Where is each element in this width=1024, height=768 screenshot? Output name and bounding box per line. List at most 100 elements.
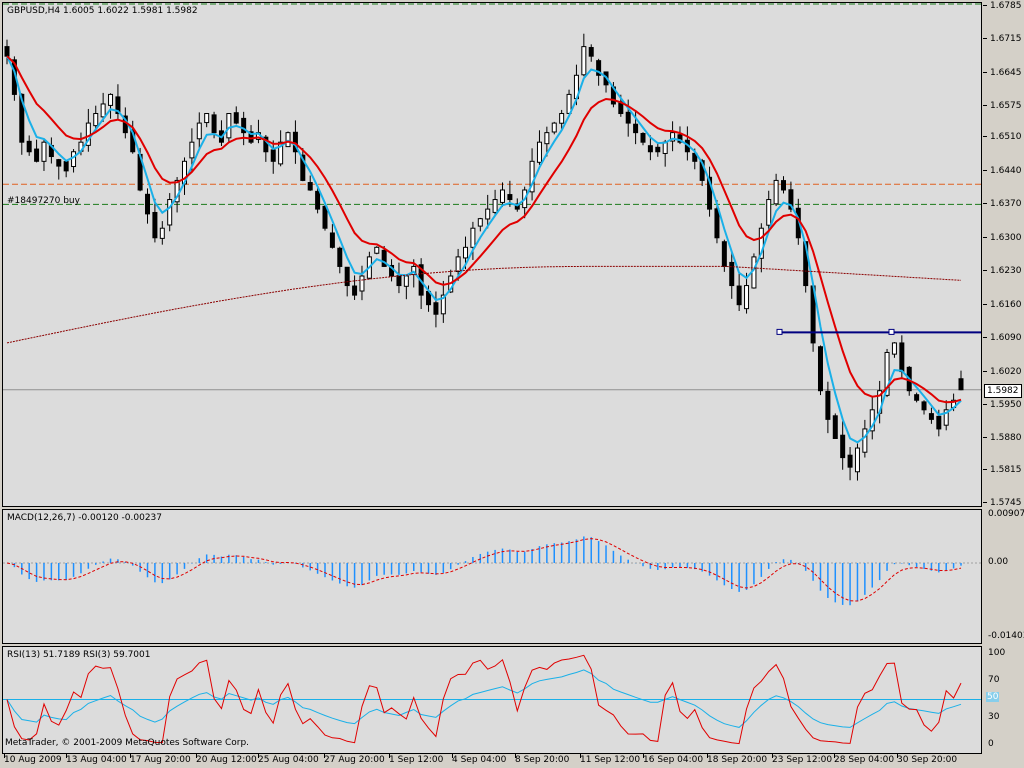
price-axis-tick xyxy=(983,303,987,305)
candle-body xyxy=(359,275,365,292)
candle-body xyxy=(670,132,676,142)
candle-body xyxy=(477,218,483,227)
time-axis-tick xyxy=(130,754,131,758)
macd-axis-label: 0.00907 xyxy=(988,509,1024,519)
candle-body xyxy=(440,294,446,315)
candle-body xyxy=(145,193,151,215)
candle-body xyxy=(403,275,409,287)
price-axis-label: 1.6300 xyxy=(990,232,1022,243)
rsi-level-badge: 50 xyxy=(986,692,1000,702)
candle-body xyxy=(270,149,276,162)
candle-body xyxy=(544,132,550,145)
candle-body xyxy=(463,246,469,259)
price-axis-tick xyxy=(983,71,987,73)
candle-body xyxy=(721,241,727,267)
candle-body xyxy=(374,246,380,254)
time-axis-label: 13 Aug 04:00 xyxy=(66,755,127,765)
time-axis-tick xyxy=(66,754,67,758)
candle-body xyxy=(736,285,742,306)
price-axis-label: 1.5950 xyxy=(990,400,1022,411)
rsi-axis-label: 100 xyxy=(988,648,1006,658)
candle-body xyxy=(559,113,565,124)
price-axis-tick xyxy=(983,105,987,107)
time-axis-tick xyxy=(324,754,325,758)
rsi-canvas[interactable] xyxy=(3,647,981,753)
candle-body xyxy=(581,46,587,76)
rsi-pane[interactable]: RSI(13) 51.7189 RSI(3) 59.7001 xyxy=(2,646,982,754)
candles-group xyxy=(4,33,964,481)
candle-body xyxy=(744,285,750,310)
price-axis-label: 1.6645 xyxy=(990,67,1022,78)
candle-body xyxy=(115,96,121,115)
candle-body xyxy=(315,190,321,210)
candle-body xyxy=(692,152,698,162)
time-axis-label: 10 Aug 2009 xyxy=(4,755,62,765)
price-axis-tick xyxy=(983,203,987,205)
candle-body xyxy=(773,179,779,205)
candle-body xyxy=(381,249,387,267)
candle-body xyxy=(41,141,47,162)
candle-body xyxy=(588,47,594,57)
time-axis-tick xyxy=(643,754,644,758)
price-chart-pane[interactable]: GBPUSD,H4 1.6005 1.6022 1.5981 1.5982 #1… xyxy=(2,2,982,507)
candle-body xyxy=(307,182,313,191)
price-axis-tick xyxy=(983,502,987,503)
candle-body xyxy=(56,159,62,167)
macd-canvas[interactable] xyxy=(3,510,981,643)
candle-body xyxy=(322,205,328,229)
candle-body xyxy=(26,140,32,153)
candle-body xyxy=(633,123,639,134)
price-axis-label: 1.5815 xyxy=(990,464,1022,475)
macd-axis-label: -0.01403 xyxy=(988,631,1024,641)
time-axis-label: 27 Aug 20:00 xyxy=(324,755,385,765)
candle-body xyxy=(204,113,210,124)
candle-body xyxy=(196,122,202,140)
candle-body xyxy=(337,247,343,267)
candle-body xyxy=(285,132,291,148)
copyright-text: MetaTrader, © 2001-2009 MetaQuotes Softw… xyxy=(5,738,250,748)
candle-body xyxy=(34,148,40,162)
candle-body xyxy=(241,117,247,134)
macd-histogram xyxy=(13,536,962,606)
rsi3-line xyxy=(6,654,962,745)
time-axis-label: 20 Aug 12:00 xyxy=(196,755,257,765)
candle-body xyxy=(4,46,10,57)
rsi-axis-label: 70 xyxy=(988,675,1000,686)
candle-body xyxy=(514,203,520,210)
candle-body xyxy=(655,146,661,153)
current-price-tag: 1.5982 xyxy=(984,384,1022,398)
rsi-axis-label: 30 xyxy=(988,711,1000,722)
macd-pane[interactable]: MACD(12,26,7) -0.00120 -0.00237 xyxy=(2,509,982,644)
price-axis-tick xyxy=(983,468,987,470)
time-axis-tick xyxy=(580,754,581,758)
candle-body xyxy=(211,114,217,134)
candle-body xyxy=(847,454,853,468)
candle-body xyxy=(817,346,823,392)
candle-body xyxy=(928,413,934,420)
trendline-handle-right xyxy=(888,328,895,335)
candle-body xyxy=(167,199,173,226)
symbol-title: GBPUSD,H4 1.6005 1.6022 1.5981 1.5982 xyxy=(7,6,198,16)
candle-body xyxy=(596,60,602,76)
time-axis-tick xyxy=(389,754,390,758)
price-axis-label: 1.6230 xyxy=(990,266,1022,277)
candle-body xyxy=(781,180,787,191)
price-axis-label: 1.6715 xyxy=(990,34,1022,45)
time-axis-tick xyxy=(452,754,453,758)
price-chart-canvas[interactable] xyxy=(3,3,981,506)
price-axis-label: 1.6370 xyxy=(990,199,1022,210)
candle-body xyxy=(492,199,498,213)
candle-body xyxy=(640,132,646,143)
order-label: #18497270 buy xyxy=(7,196,80,206)
ma-fast-line xyxy=(6,55,962,444)
time-axis-label: 17 Aug 20:00 xyxy=(130,755,191,765)
price-axis-tick xyxy=(983,437,987,439)
candle-body xyxy=(714,208,720,239)
time-axis-label: 8 Sep 20:00 xyxy=(515,755,570,765)
time-axis-label: 11 Sep 12:00 xyxy=(580,755,641,765)
candle-body xyxy=(758,227,764,259)
time-axis-label: 18 Sep 20:00 xyxy=(707,755,768,765)
time-axis: 10 Aug 2009 13 Aug 04:00 17 Aug 20:00 20 Au… xyxy=(0,754,983,768)
price-axis-label: 1.6090 xyxy=(990,333,1022,344)
candle-body xyxy=(854,447,860,473)
